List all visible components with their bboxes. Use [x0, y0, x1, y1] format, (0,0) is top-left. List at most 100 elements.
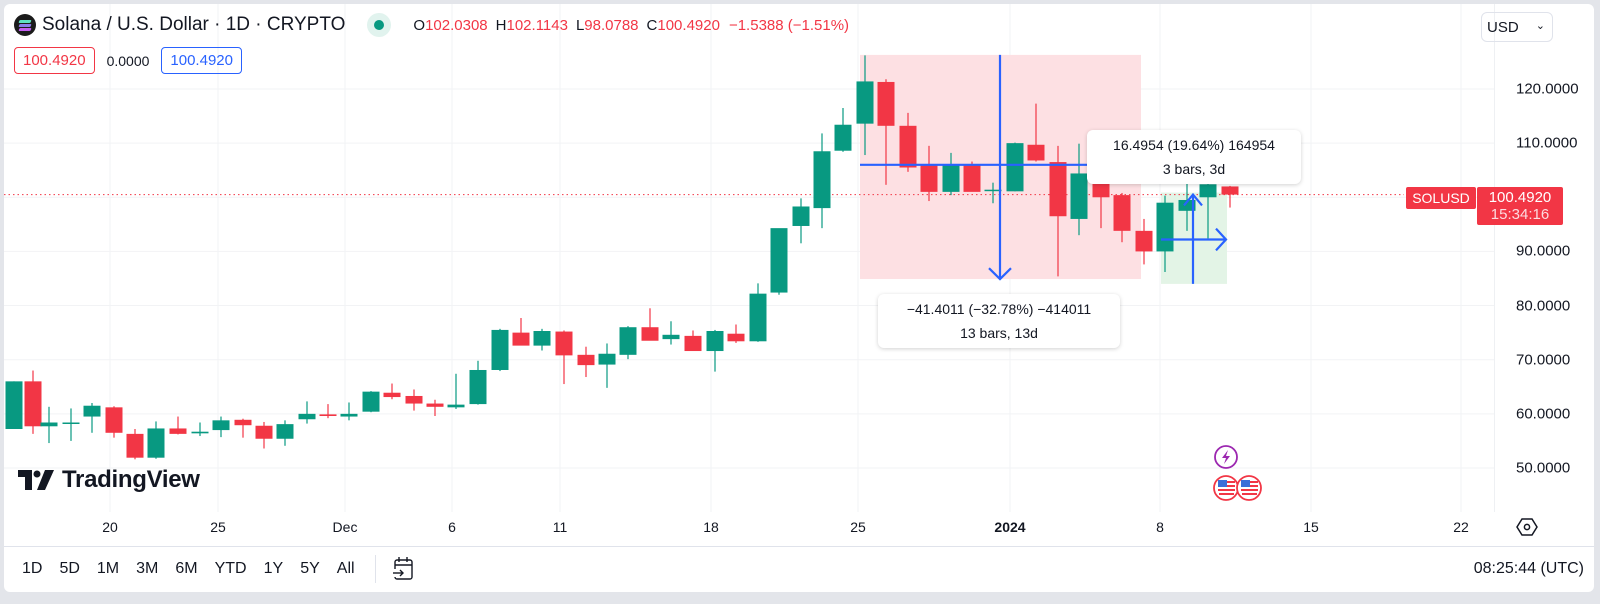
- us-flag-event-icon[interactable]: [1236, 475, 1262, 501]
- solana-logo-icon: [14, 14, 36, 36]
- candle: [447, 373, 465, 409]
- bid-ask-row: 100.4920 0.0000 100.4920: [14, 47, 242, 74]
- ohlc-values: O 102.0308 H 102.1143 L 98.0788 C 100.4920 −…: [413, 17, 849, 34]
- bottom-toolbar: 1D 5D 1M 3M 6M YTD 1Y 5Y All 08:25:44 (U…: [4, 546, 1594, 592]
- candle: [1221, 185, 1239, 208]
- candle: [255, 421, 273, 449]
- price-axis-label: 50.0000: [1516, 459, 1571, 477]
- symbol-title[interactable]: Solana / U.S. Dollar · 1D · CRYPTO: [42, 14, 346, 35]
- candle: [942, 152, 960, 196]
- lightning-event-icon[interactable]: [1214, 445, 1238, 469]
- candle: [984, 182, 1002, 204]
- range-3m-button[interactable]: 3M: [136, 560, 159, 577]
- price-axis-label: 80.0000: [1516, 297, 1571, 315]
- candle: [792, 198, 810, 244]
- candle: [1070, 143, 1088, 236]
- time-axis-label: 20: [102, 519, 118, 535]
- sell-price-button[interactable]: 100.4920: [14, 47, 95, 74]
- event-markers: [1213, 445, 1262, 501]
- close-label: C: [646, 16, 658, 34]
- candle: [83, 403, 101, 433]
- toolbar-divider: [375, 555, 376, 583]
- currency-select[interactable]: USD ⌄: [1481, 12, 1553, 42]
- candle: [706, 329, 724, 372]
- price-axis-label: 110.0000: [1516, 134, 1578, 152]
- candle: [147, 421, 165, 459]
- price-axis-label: 120.0000: [1516, 80, 1579, 98]
- time-axis-label: 18: [703, 519, 719, 535]
- range-1d-button[interactable]: 1D: [22, 560, 43, 577]
- candle: [1049, 145, 1067, 277]
- candle: [770, 228, 788, 295]
- spread-value: 0.0000: [106, 52, 150, 69]
- candle: [126, 428, 144, 460]
- utc-clock[interactable]: 08:25:44 (UTC): [1473, 560, 1584, 577]
- price-axis[interactable]: [1494, 4, 1594, 512]
- candle: [813, 133, 831, 229]
- high-value: 102.1143: [506, 16, 568, 34]
- low-value: 98.0788: [584, 16, 639, 34]
- open-label: O: [413, 16, 426, 34]
- price-axis-label: 70.0000: [1516, 351, 1571, 369]
- low-label: L: [575, 16, 585, 34]
- range-5y-button[interactable]: 5Y: [300, 560, 320, 577]
- brand-name: TradingView: [62, 466, 200, 493]
- candle: [212, 416, 230, 438]
- candle: [899, 112, 917, 172]
- time-axis-label: 15: [1303, 519, 1319, 535]
- candle: [920, 145, 938, 202]
- candle: [298, 401, 316, 424]
- time-axis[interactable]: 20 25 Dec 6 11 18 25 2024 8 15 22: [4, 512, 1594, 542]
- candle: [1006, 142, 1024, 192]
- candle: [619, 326, 637, 360]
- candle: [105, 406, 123, 438]
- candle: [512, 318, 530, 346]
- last-price-value: 100.4920: [1488, 189, 1552, 206]
- price-axis-label: 60.0000: [1516, 405, 1571, 423]
- measure-up-bars: 3 bars, 3d: [1162, 161, 1226, 177]
- range-1y-button[interactable]: 1Y: [263, 560, 284, 577]
- candle: [1113, 192, 1131, 243]
- range-5d-button[interactable]: 5D: [59, 560, 80, 577]
- candle: [877, 79, 895, 185]
- range-6m-button[interactable]: 6M: [175, 560, 198, 577]
- measure-label-up[interactable]: 16.4954 (19.64%) 164954 3 bars, 3d: [1087, 130, 1301, 184]
- bar-countdown: 15:34:16: [1490, 206, 1550, 223]
- chart-frame: 120.0000 110.0000 90.0000 80.0000 70.0000 60.…: [4, 4, 1594, 592]
- tradingview-logo[interactable]: TradingView: [18, 466, 200, 494]
- range-ytd-button[interactable]: YTD: [214, 560, 247, 577]
- chart-settings-icon[interactable]: [1516, 516, 1538, 538]
- candle: [856, 55, 874, 156]
- measure-label-down[interactable]: −41.4011 (−32.78%) −414011 13 bars, 13d: [878, 294, 1120, 348]
- calendar-goto-icon[interactable]: [390, 556, 416, 582]
- high-label: H: [495, 16, 507, 34]
- candle: [276, 420, 294, 446]
- time-axis-label: 8: [1156, 519, 1164, 535]
- open-value: 102.0308: [425, 16, 488, 34]
- tradingview-logo-icon: [18, 470, 54, 490]
- range-all-button[interactable]: All: [336, 560, 355, 577]
- last-price-tag: 100.4920 15:34:16: [1477, 187, 1563, 225]
- time-axis-label: 25: [850, 519, 866, 535]
- market-status-icon[interactable]: [367, 13, 392, 37]
- candle: [834, 107, 852, 152]
- buy-price-button[interactable]: 100.4920: [161, 47, 242, 74]
- price-chart-plot[interactable]: [4, 4, 1494, 512]
- candle: [533, 328, 551, 351]
- candle: [62, 408, 80, 441]
- us-flag-event-icon[interactable]: [1213, 475, 1239, 501]
- range-1m-button[interactable]: 1M: [96, 560, 120, 577]
- candle: [319, 404, 337, 419]
- time-axis-label: 25: [210, 519, 226, 535]
- measure-down-value: −41.4011 (−32.78%) −414011: [906, 301, 1092, 317]
- time-axis-label: Dec: [332, 519, 358, 535]
- candle: [191, 422, 209, 437]
- close-value: 100.4920: [657, 16, 720, 34]
- candle: [684, 330, 702, 352]
- time-axis-label: 22: [1453, 519, 1469, 535]
- measure-up-value: 16.4954 (19.64%) 164954: [1113, 137, 1275, 153]
- candle: [491, 328, 509, 372]
- candle: [598, 343, 616, 388]
- candle: [426, 399, 444, 417]
- time-axis-label: 6: [448, 519, 456, 535]
